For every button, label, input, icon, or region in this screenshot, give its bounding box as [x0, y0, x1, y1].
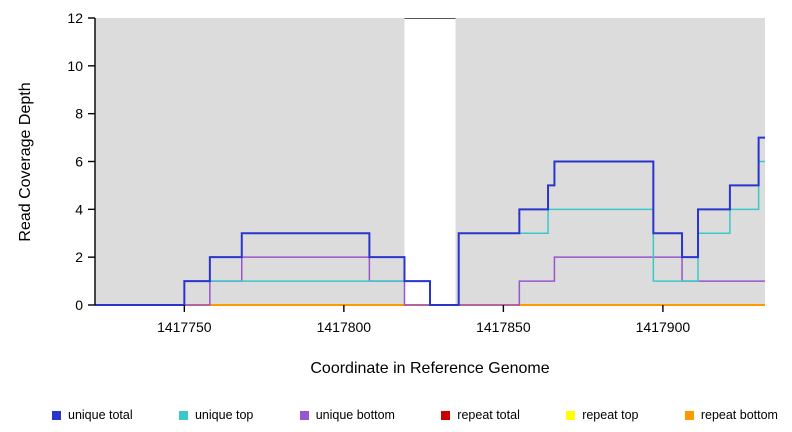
- y-axis-title: Read Coverage Depth: [17, 82, 34, 241]
- legend-swatch: [684, 410, 694, 420]
- y-tick-label: 2: [75, 249, 83, 265]
- legend-label: unique top: [194, 408, 254, 422]
- x-tick-label: 1417800: [317, 319, 372, 335]
- y-tick-label: 8: [75, 106, 83, 122]
- legend-label: repeat bottom: [700, 408, 778, 422]
- legend-item-unique-top: unique top: [178, 408, 254, 422]
- shaded-region: [95, 18, 405, 305]
- x-tick-label: 1417850: [476, 319, 531, 335]
- legend-item-unique-total: unique total: [52, 408, 133, 422]
- legend-item-repeat-top: repeat top: [566, 408, 638, 422]
- legend-item-repeat-bottom: repeat bottom: [684, 408, 778, 422]
- series-line-unique-total: [95, 136, 765, 306]
- legend-swatch: [52, 410, 61, 420]
- legend-item-unique-bottom: unique bottom: [299, 408, 395, 422]
- plot-area: [95, 18, 765, 306]
- x-tick-label: 1417750: [157, 319, 212, 335]
- coverage-chart: 0 2 4 6 8 10 12 1417750 1417800 1417850 1417900 Co…: [17, 10, 765, 377]
- axes: 0 2 4 6 8 10 12 1417750 1417800 1417850 1417900: [67, 10, 690, 335]
- x-tick-label: 1417900: [636, 319, 691, 335]
- x-axis-title: Coordinate in Reference Genome: [310, 360, 549, 377]
- legend-swatch: [441, 410, 451, 420]
- y-tick-label: 12: [67, 10, 83, 26]
- legend: unique total unique top unique bottom repea…: [0, 404, 792, 426]
- legend-label: repeat total: [457, 408, 520, 422]
- legend-label: unique bottom: [315, 408, 395, 422]
- legend-item-repeat-total: repeat total: [441, 408, 520, 422]
- legend-swatch: [566, 410, 576, 420]
- legend-swatch: [178, 410, 188, 420]
- legend-label: repeat top: [582, 408, 639, 422]
- legend-label: unique total: [68, 408, 133, 422]
- y-tick-label: 4: [75, 201, 83, 217]
- legend-swatch: [299, 410, 309, 420]
- y-tick-label: 0: [75, 297, 83, 313]
- y-tick-label: 10: [67, 58, 83, 74]
- series-line-unique-top: [95, 160, 765, 306]
- y-tick-label: 6: [75, 154, 83, 170]
